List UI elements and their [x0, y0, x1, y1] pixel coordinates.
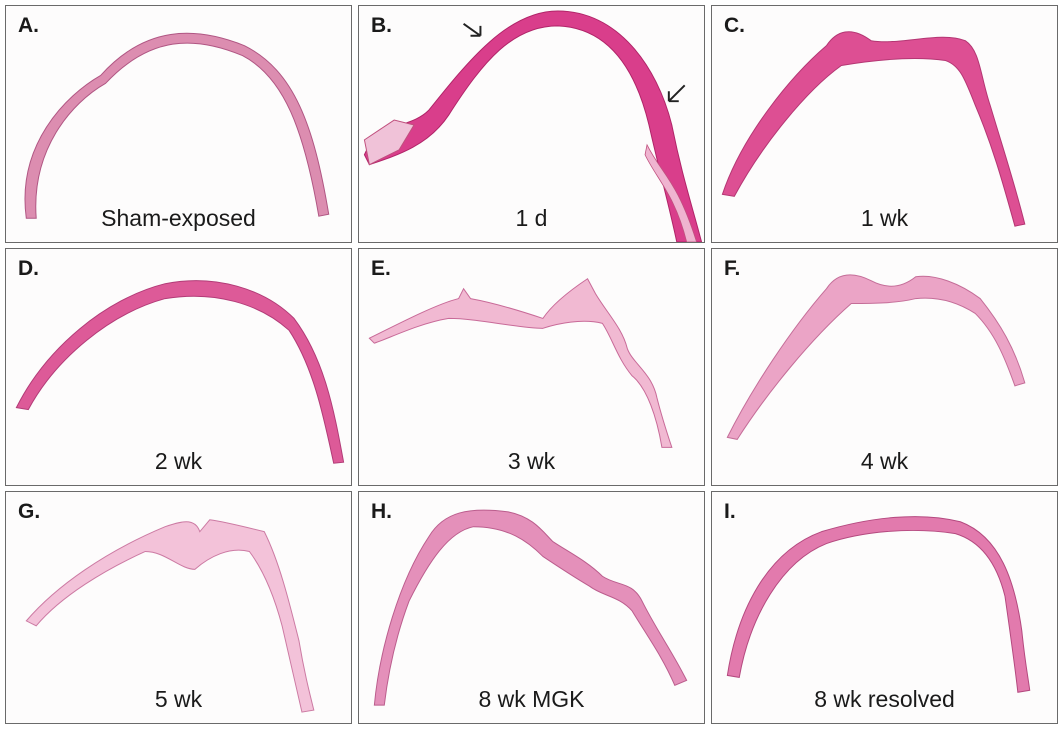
cornea-section-c: [721, 31, 1026, 227]
panel-caption: 8 wk MGK: [478, 686, 585, 712]
panel-e: E. 3 wk: [358, 248, 705, 486]
panel-b: B. 1 d: [358, 5, 705, 243]
arrow-icon: [667, 84, 686, 103]
cornea-section-i: [726, 516, 1031, 693]
panel-letter: E.: [371, 257, 391, 280]
panel-caption: 3 wk: [507, 448, 556, 474]
cornea-section-g: [25, 519, 315, 713]
panel-f: F. 4 wk: [711, 248, 1058, 486]
panel-letter: D.: [18, 257, 39, 280]
cornea-section-b: [363, 10, 703, 242]
cornea-section-d: [15, 280, 345, 464]
cornea-section-f: [726, 274, 1026, 440]
panel-letter: G.: [18, 500, 41, 523]
panel-letter: A.: [18, 14, 39, 37]
panel-letter: B.: [371, 14, 392, 37]
arrow-icon: [463, 23, 482, 37]
panel-h: H. 8 wk MGK: [358, 491, 705, 724]
panel-a: A. Sham-exposed: [5, 5, 352, 243]
cornea-section-e: [368, 278, 673, 448]
panel-caption: 1 d: [515, 205, 548, 231]
panel-letter: H.: [371, 500, 392, 523]
panel-letter: I.: [724, 500, 736, 523]
cornea-section-h: [373, 509, 688, 706]
panel-caption: 2 wk: [154, 448, 203, 474]
panel-caption: 8 wk resolved: [814, 686, 955, 712]
panel-d: D. 2 wk: [5, 248, 352, 486]
panel-g: G. 5 wk: [5, 491, 352, 724]
panel-i: I. 8 wk resolved: [711, 491, 1058, 724]
panel-letter: F.: [724, 257, 741, 280]
cornea-section-a: [24, 32, 330, 219]
panel-caption: Sham-exposed: [101, 205, 256, 231]
panel-caption: 4 wk: [860, 448, 909, 474]
panel-c: C. 1 wk: [711, 5, 1058, 243]
panel-caption: 1 wk: [860, 205, 909, 231]
panel-letter: C.: [724, 14, 745, 37]
panel-caption: 5 wk: [154, 686, 203, 712]
